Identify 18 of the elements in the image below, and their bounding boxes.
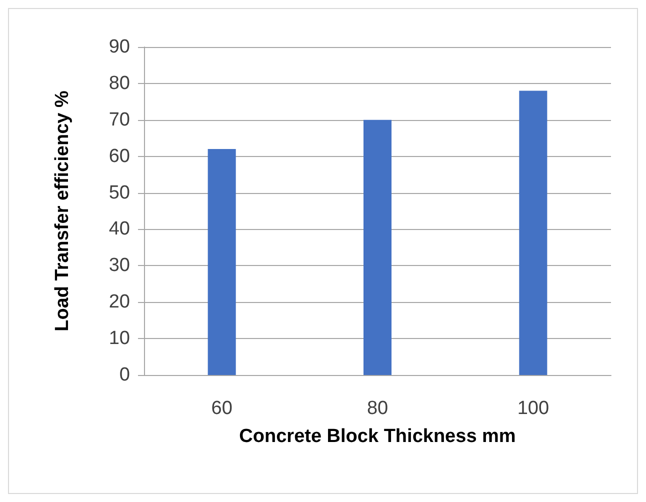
y-tick-label: 50	[108, 182, 130, 204]
bar	[363, 120, 392, 375]
bar	[519, 90, 548, 375]
y-tick-label: 80	[108, 72, 130, 94]
y-axis-title: Load Transfer efficiency %	[52, 90, 73, 332]
x-tick-label: 60	[211, 398, 232, 419]
y-tick-label: 40	[108, 218, 130, 240]
x-tick-label: 100	[517, 398, 550, 419]
y-tick-label: 70	[108, 109, 130, 130]
bar	[208, 149, 236, 375]
y-tick-label: 0	[119, 364, 130, 386]
y-tick-label: 90	[108, 36, 130, 58]
y-tick-label: 10	[108, 328, 130, 350]
y-tick-label: 20	[108, 292, 130, 313]
y-tick-label: 60	[108, 146, 130, 167]
x-tick-label: 80	[366, 398, 388, 419]
y-tick-label: 30	[108, 255, 130, 276]
x-axis-title: Concrete Block Thickness mm	[239, 426, 516, 447]
